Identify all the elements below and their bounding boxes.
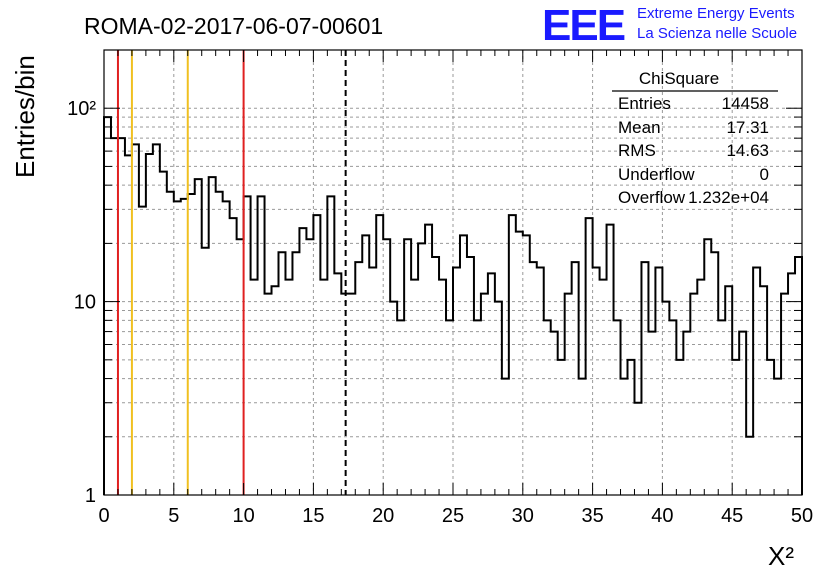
x-tick-label: 25 <box>442 505 464 527</box>
chart-title: ROMA-02-2017-06-07-00601 <box>84 13 383 39</box>
stats-underflow-label: Underflow <box>618 165 695 184</box>
stats-entries-label: Entries <box>618 94 671 113</box>
stats-underflow-value: 0 <box>760 165 769 184</box>
x-tick-label: 5 <box>168 505 179 527</box>
axis-ticks <box>103 49 803 496</box>
histogram <box>103 116 803 495</box>
logo-mark: EEE <box>542 1 625 50</box>
y-tick-label: 10 <box>74 292 96 314</box>
y-tick-labels: 1 10 10² <box>67 98 96 507</box>
eee-logo: EEE Extreme Energy Events La Scienza nel… <box>542 1 797 50</box>
histogram-outline <box>103 116 803 495</box>
x-tick-label: 40 <box>651 505 673 527</box>
x-tick-label: 20 <box>372 505 394 527</box>
stats-mean-label: Mean <box>618 118 661 137</box>
stats-entries-value: 14458 <box>722 94 769 113</box>
stats-overflow-label: Overflow <box>618 188 686 207</box>
y-axis-label: Entries/bin <box>10 55 40 178</box>
logo-line-2: La Scienza nelle Scuole <box>637 25 797 42</box>
stats-mean-value: 17.31 <box>726 118 769 137</box>
x-tick-label: 50 <box>791 505 813 527</box>
x-tick-label: 45 <box>721 505 743 527</box>
x-tick-label: 15 <box>302 505 324 527</box>
x-tick-labels: 0 5 10 15 20 25 30 35 40 45 50 <box>98 505 813 527</box>
y-tick-label: 1 <box>85 485 96 507</box>
stats-title: ChiSquare <box>639 69 719 88</box>
x-tick-label: 0 <box>98 505 109 527</box>
x-tick-label: 30 <box>512 505 534 527</box>
stats-box: ChiSquare Entries 14458 Mean 17.31 RMS 1… <box>612 69 778 207</box>
x-axis-label: X² <box>768 541 794 571</box>
stats-rms-value: 14.63 <box>726 141 769 160</box>
logo-line-1: Extreme Energy Events <box>637 5 795 22</box>
stats-rms-label: RMS <box>618 141 656 160</box>
y-tick-label: 10² <box>67 98 96 120</box>
x-tick-label: 35 <box>581 505 603 527</box>
stats-overflow-value: 1.232e+04 <box>688 188 769 207</box>
reference-lines <box>116 50 347 495</box>
x-tick-label: 10 <box>232 505 254 527</box>
